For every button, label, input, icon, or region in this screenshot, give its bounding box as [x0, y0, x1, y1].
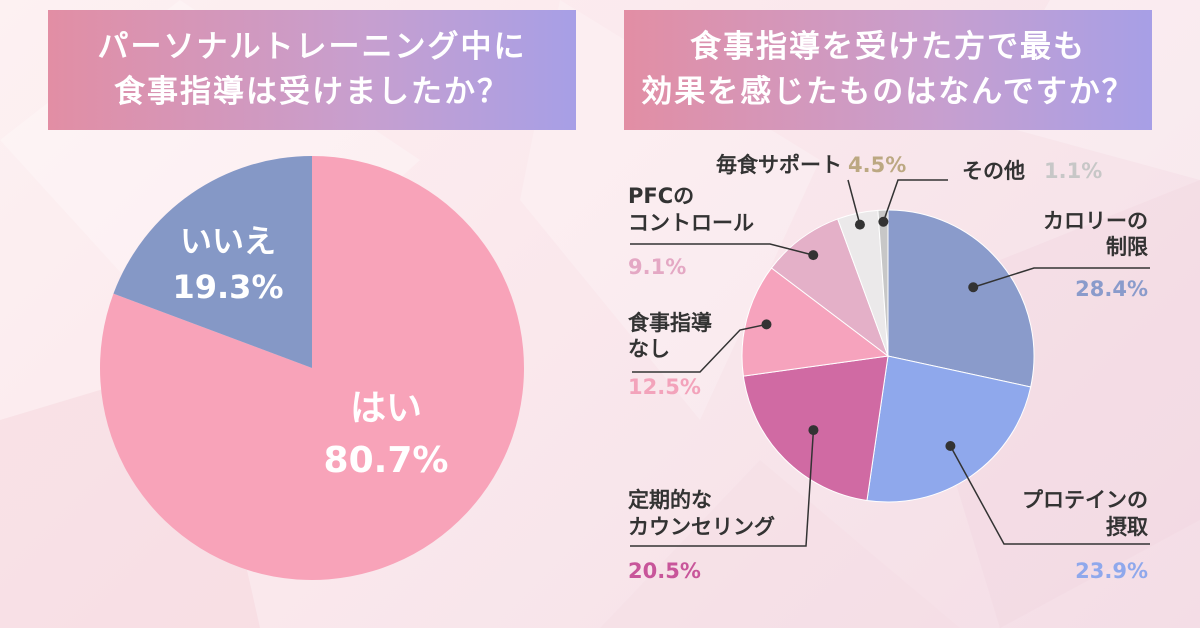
right-leader-dot-3 [761, 319, 772, 330]
right-pie-slice-3 [741, 267, 890, 377]
right-title-line-2: 効果を感じたものはなんですか？ [641, 74, 1135, 110]
right-label-1-line-0: プロテインの [1022, 488, 1148, 512]
left-question-title: パーソナルトレーニング中に 食事指導は受けましたか？ [48, 10, 576, 130]
right-label-5-line-0: 毎食サポート [716, 153, 842, 177]
right-leader-dot-6 [878, 216, 889, 227]
right-label-0-line-0: カロリーの [1043, 209, 1148, 233]
right-label-0-line-1: 制限 [1106, 235, 1148, 259]
right-value-5: 4.5% [848, 153, 906, 177]
right-pie-slice-4 [770, 218, 890, 358]
right-leader-line-4 [630, 243, 814, 256]
right-value-4: 9.1% [628, 255, 686, 279]
left-value-yes: 80.7% [324, 440, 449, 481]
right-value-2: 20.5% [628, 559, 701, 583]
right-leader-dot-4 [808, 250, 819, 261]
right-leader-dot-0 [968, 282, 979, 293]
right-label-1-line-1: 摂取 [1106, 515, 1148, 539]
left-title-line-2: 食事指導は受けましたか？ [114, 74, 510, 110]
right-label-4-line-1: コントロール [628, 211, 754, 235]
right-leader-dot-2 [808, 425, 819, 436]
left-value-no: 19.3% [172, 268, 283, 306]
right-label-2-line-0: 定期的な [628, 488, 712, 512]
left-label-no: いいえ [180, 222, 276, 260]
right-leader-dot-1 [945, 440, 956, 451]
right-leader-line-5 [847, 179, 861, 225]
right-label-3-line-1: なし [628, 337, 670, 361]
right-label-3-line-0: 食事指導 [628, 311, 712, 335]
right-pie-slice-1 [866, 355, 1032, 503]
right-question-title: 食事指導を受けた方で最も 効果を感じたものはなんですか？ [624, 10, 1152, 130]
right-leader-line-6 [882, 179, 948, 223]
right-leader-line-2 [630, 430, 815, 547]
right-value-1: 23.9% [1075, 559, 1148, 583]
right-label-6-line-0: その他 [962, 159, 1025, 183]
left-title-line-1: パーソナルトレーニング中に [97, 29, 527, 66]
right-leader-dot-5 [854, 219, 865, 230]
right-value-3: 12.5% [628, 375, 701, 399]
right-pie-slice-0 [887, 209, 1035, 388]
right-leader-line-1 [949, 445, 1150, 545]
right-value-0: 28.4% [1075, 277, 1148, 301]
left-pie-slice-1 [113, 156, 313, 368]
right-leader-line-0 [973, 267, 1150, 288]
right-title-line-1: 食事指導を受けた方で最も [690, 29, 1086, 66]
right-label-2-line-1: カウンセリング [628, 515, 775, 539]
left-label-yes: はい [350, 388, 422, 429]
right-value-6: 1.1% [1044, 159, 1102, 183]
right-label-4-line-0: PFCの [628, 184, 694, 208]
right-leader-line-3 [632, 323, 767, 373]
